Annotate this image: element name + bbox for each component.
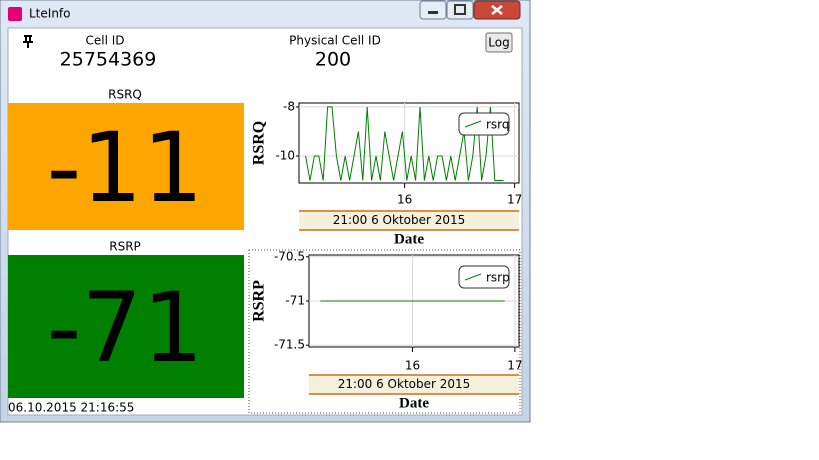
window-title: LteInfo [29, 7, 70, 21]
y-tick-label: -10 [275, 149, 295, 163]
y-axis-title: RSRQ [251, 121, 268, 165]
legend-swatch [464, 120, 482, 128]
legend-box [458, 112, 510, 136]
log-button[interactable] [485, 32, 513, 53]
y-tick-label: -70.5 [274, 249, 305, 263]
pin-icon[interactable] [23, 35, 33, 48]
x-tick-label: 17 [507, 359, 522, 373]
cell-id-value: 25754369 [60, 49, 157, 71]
tile-label: RSRQ [108, 88, 142, 102]
time-band [309, 375, 519, 394]
y-tick-label: -8 [283, 99, 295, 113]
tile-value: -71 [47, 272, 204, 384]
x-tick-label: 17 [507, 193, 522, 207]
focus-border [248, 249, 521, 414]
y-tick-label: -71.5 [274, 338, 305, 352]
x-axis-title: Date [394, 231, 424, 247]
close-glyph [491, 5, 503, 15]
time-band-label: 21:00 6 Oktober 2015 [333, 213, 466, 227]
app-icon [8, 7, 22, 21]
legend-swatch [464, 273, 482, 281]
legend-label: rsrp [486, 271, 510, 285]
series-line [305, 106, 504, 181]
x-tick-label: 16 [397, 193, 412, 207]
cell-id-label: Cell ID [85, 34, 124, 48]
tile [8, 255, 244, 398]
time-band [299, 211, 519, 230]
timestamp: 06.10.2015 21:16:55 [8, 401, 134, 415]
log-button-label[interactable]: Log [488, 36, 509, 50]
maximize-glyph [454, 4, 466, 15]
minimize-button[interactable] [419, 0, 447, 20]
time-band-label: 21:00 6 Oktober 2015 [338, 377, 471, 391]
tile-value: -11 [47, 112, 204, 224]
legend-box [458, 265, 510, 289]
pci-label: Physical Cell ID [289, 34, 381, 48]
legend-label: rsrq [486, 118, 510, 132]
minimize-glyph [428, 11, 438, 14]
x-axis-title: Date [399, 395, 429, 411]
tile [8, 103, 244, 230]
maximize-button[interactable] [446, 0, 474, 20]
pci-value: 200 [315, 49, 351, 71]
y-tick-label: -71 [285, 294, 305, 308]
tile-label: RSRP [109, 240, 141, 254]
y-axis-title: RSRP [251, 280, 268, 322]
x-tick-label: 16 [405, 359, 420, 373]
